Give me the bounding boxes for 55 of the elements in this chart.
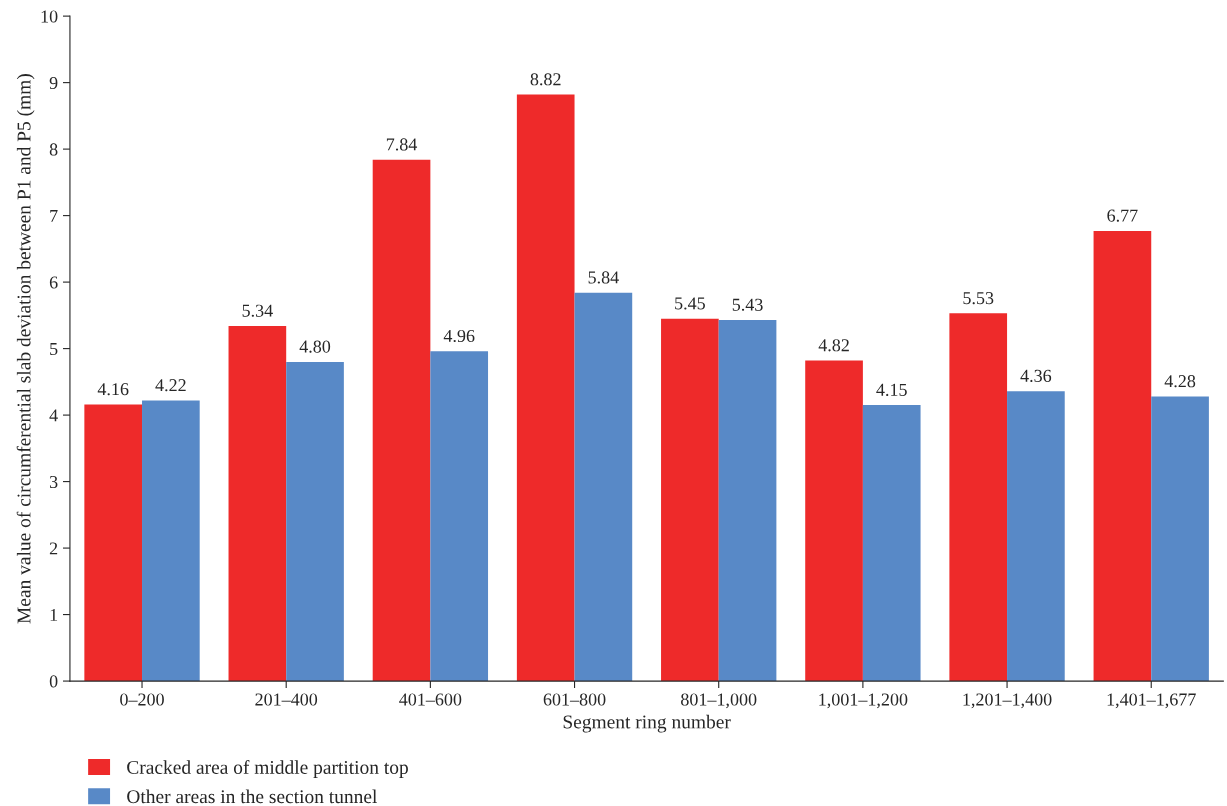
x-tick-label: 601–800 xyxy=(543,693,606,706)
x-tick-label: 1,001–1,200 xyxy=(819,693,908,709)
data-label: 4.15 xyxy=(876,383,907,396)
y-tick-label: 7 xyxy=(50,210,58,222)
y-tick-label: 4 xyxy=(49,409,58,422)
bar xyxy=(718,320,777,682)
data-label: 4.36 xyxy=(1020,369,1052,383)
bar xyxy=(949,313,1008,682)
x-tick-label: 0–200 xyxy=(120,693,164,706)
bar xyxy=(1151,396,1209,682)
bar xyxy=(372,159,431,682)
data-label: 4.16 xyxy=(97,383,129,396)
bar xyxy=(228,325,287,682)
bar xyxy=(661,318,719,682)
y-tick-label: 2 xyxy=(49,542,58,555)
data-label: 5.43 xyxy=(732,298,763,311)
y-tick-label: 10 xyxy=(41,10,58,23)
legend-label: Other areas in the section tunnel xyxy=(127,789,378,804)
x-tick-label: 1,201–1,400 xyxy=(963,693,1052,709)
bar xyxy=(1093,230,1152,682)
data-label: 4.82 xyxy=(818,339,849,352)
x-tick-label: 801–1,000 xyxy=(681,693,757,709)
data-label: 4.22 xyxy=(155,379,186,392)
x-tick-label: 1,401–1,677 xyxy=(1107,693,1196,709)
bar xyxy=(286,361,344,682)
data-label: 7.84 xyxy=(386,138,418,151)
y-tick-label: 9 xyxy=(49,76,58,90)
bar xyxy=(805,360,863,682)
bar xyxy=(84,404,143,682)
data-label: 6.77 xyxy=(1107,209,1138,222)
y-tick-label: 5 xyxy=(50,343,58,356)
x-tick-label: 401–600 xyxy=(399,693,462,706)
data-label: 4.96 xyxy=(443,329,475,343)
x-axis-title: Segment ring number xyxy=(563,714,731,733)
y-tick-label: 6 xyxy=(49,276,58,289)
bar xyxy=(574,292,633,682)
bar xyxy=(1007,391,1065,682)
x-tick-label: 201–400 xyxy=(255,693,318,706)
y-tick-label: 0 xyxy=(49,675,58,688)
data-label: 8.82 xyxy=(530,73,561,86)
bar xyxy=(862,405,921,682)
bar xyxy=(430,351,489,682)
data-label: 4.28 xyxy=(1164,375,1196,388)
y-tick-label: 8 xyxy=(49,143,58,156)
data-label: 5.84 xyxy=(588,271,619,284)
legend-label: Cracked area of middle partition top xyxy=(127,760,408,778)
data-label: 5.34 xyxy=(242,304,273,317)
data-label: 5.45 xyxy=(675,297,705,310)
y-tick-label: 1 xyxy=(50,608,58,621)
y-axis-title: Mean value of circumferential slab deviation between P1 and P5 (mm) xyxy=(16,74,35,624)
data-label: 4.80 xyxy=(299,340,331,353)
data-label: 5.53 xyxy=(963,292,994,305)
bar xyxy=(516,94,575,682)
bar xyxy=(142,400,200,682)
y-tick-label: 3 xyxy=(49,475,58,489)
